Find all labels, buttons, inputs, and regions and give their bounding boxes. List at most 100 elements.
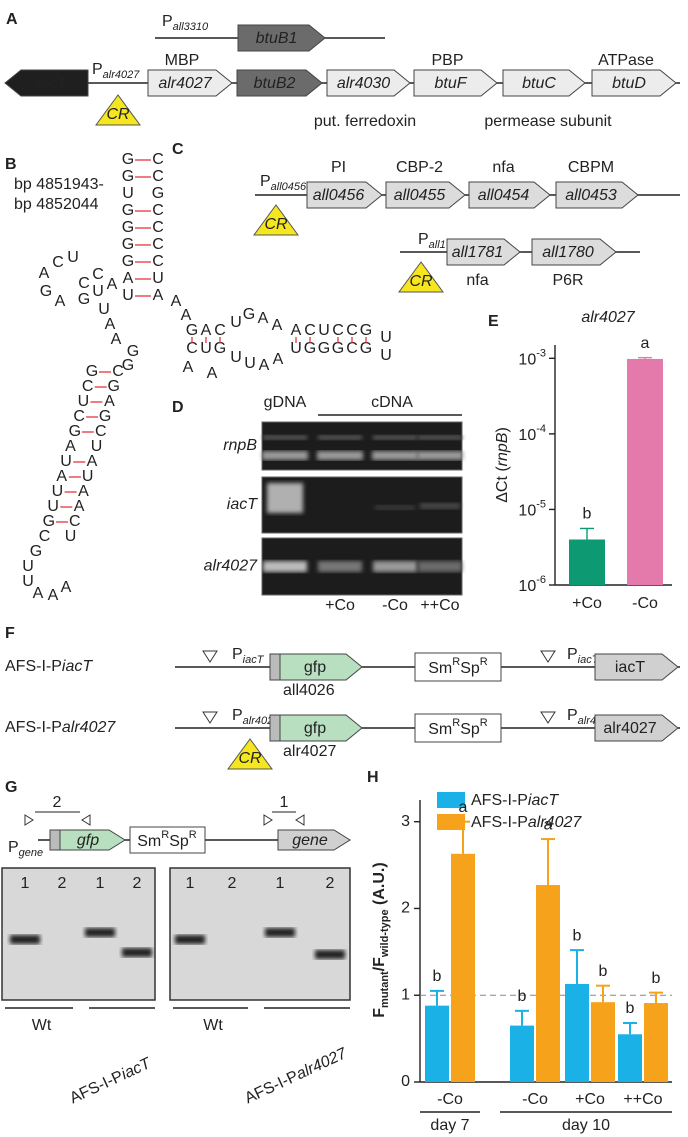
- nucleotide: A: [123, 270, 134, 287]
- gene-note: permease subunit: [484, 113, 612, 130]
- gene-name: btuC: [522, 75, 556, 92]
- y-tick-label: 1: [401, 986, 410, 1003]
- gene-arrow: [236, 69, 323, 97]
- nucleotide: C: [152, 219, 164, 236]
- text-part: AFS-I-P: [5, 658, 62, 675]
- significance-letter: b: [573, 927, 582, 944]
- significance-letter: b: [599, 963, 608, 980]
- nucleotide: G: [360, 340, 372, 357]
- nucleotide: G: [122, 357, 134, 374]
- text-part: P: [260, 173, 271, 190]
- text-part: P: [567, 646, 578, 663]
- y-tick-label: 10-6: [518, 574, 546, 595]
- error-bar: [570, 949, 584, 984]
- nucleotide: C: [332, 322, 344, 339]
- text-part: P: [418, 231, 429, 248]
- y-axis-label: Fmutant/Fwild-type (A.U.): [371, 862, 391, 1017]
- error-bar: [430, 989, 444, 1006]
- error-bar: [596, 984, 610, 1003]
- nucleotide: G: [43, 513, 55, 530]
- gene-arrow: [59, 829, 126, 851]
- lane-label: ++Co: [420, 597, 459, 614]
- site-marker: [202, 650, 218, 663]
- lane-label: 1: [96, 875, 105, 892]
- promoter-label: Pall0456: [260, 173, 307, 193]
- gene-name: alr4027: [603, 720, 656, 737]
- significance-letter: a: [459, 799, 468, 816]
- panel-label: E: [488, 313, 499, 330]
- gene-name: all0453: [565, 187, 617, 204]
- text-part: iacT: [119, 1055, 155, 1084]
- site-marker: [202, 711, 218, 724]
- x-tick-label: -Co: [522, 1091, 548, 1108]
- gel-band: [10, 935, 40, 944]
- text-part: Sm: [428, 660, 452, 677]
- gene-function: MBP: [165, 52, 200, 69]
- text-part: AFS-I-P: [67, 1068, 126, 1107]
- error-bar: [541, 838, 555, 886]
- nucleotide: A: [201, 322, 212, 339]
- text-part: Sp: [169, 833, 189, 850]
- text-part: rnpB: [494, 432, 511, 466]
- text-part: P: [92, 61, 103, 78]
- cr-triangle: [253, 204, 299, 236]
- text-part: P: [8, 839, 19, 856]
- nucleotide: U: [200, 340, 212, 357]
- nucleotide: C: [52, 254, 64, 271]
- legend-label: AFS-I-Palr4027: [471, 814, 582, 831]
- nucleotide: A: [65, 438, 76, 455]
- bar: [644, 1003, 668, 1082]
- gene-name: all0454: [478, 187, 530, 204]
- cassette-label: SmRSpR: [428, 656, 488, 677]
- nucleotide: C: [186, 340, 198, 357]
- nucleotide: A: [291, 322, 302, 339]
- gel-band: [175, 935, 205, 944]
- gene-arrow: [277, 829, 351, 851]
- nucleotide: U: [82, 468, 94, 485]
- text-part: all0456: [271, 181, 307, 193]
- error-bar: [515, 1009, 529, 1026]
- text-part: alr4027: [294, 1045, 351, 1083]
- nucleotide: U: [318, 322, 330, 339]
- gene-name: btuB1: [256, 30, 298, 47]
- gene-arrow: [468, 181, 551, 209]
- gene-function: CBPM: [568, 159, 614, 176]
- nucleotide: G: [78, 291, 90, 308]
- y-tick-label: 10-4: [518, 423, 546, 444]
- primer: [81, 814, 91, 826]
- gene-name: all0455: [394, 187, 446, 204]
- text-part: 10: [518, 352, 536, 369]
- nucleotide: U: [60, 453, 72, 470]
- promoter-label: Palr4027: [92, 61, 140, 81]
- significance-letter: b: [652, 970, 661, 987]
- nucleotide: G: [99, 408, 111, 425]
- nucleotide: C: [95, 423, 107, 440]
- text-part: Wt: [203, 1017, 223, 1034]
- group-label: day 10: [562, 1117, 610, 1134]
- nucleotide: C: [39, 528, 51, 545]
- nucleotide: A: [55, 293, 66, 310]
- nucleotide: A: [153, 287, 164, 304]
- gel-band: [373, 561, 417, 572]
- x-tick-label: +Co: [572, 595, 602, 612]
- promoter-label: PiacT: [567, 646, 600, 666]
- nucleotide: U: [98, 301, 110, 318]
- strain-label: AFS-I-Palr4027: [242, 1045, 350, 1107]
- primer: [24, 814, 34, 826]
- nucleotide: G: [318, 340, 330, 357]
- text-part: AFS-I-P: [5, 719, 62, 736]
- gene-function: PI: [331, 159, 346, 176]
- gene-arrow: [385, 181, 466, 209]
- text-part: Sp: [460, 721, 480, 738]
- text-part: Wt: [32, 1017, 52, 1034]
- gene-arrow: [4, 69, 89, 97]
- gene-name: iacT: [36, 75, 67, 92]
- text-part: iacT: [62, 658, 93, 675]
- gene-arrow: [279, 714, 363, 742]
- y-tick-label: 10-5: [518, 498, 546, 519]
- nucleotide: C: [214, 322, 226, 339]
- text-part: (A.U.): [371, 862, 388, 909]
- gel: [1, 867, 156, 1001]
- promoter-label: PiacT: [232, 646, 265, 666]
- y-tick-label: 0: [401, 1073, 410, 1090]
